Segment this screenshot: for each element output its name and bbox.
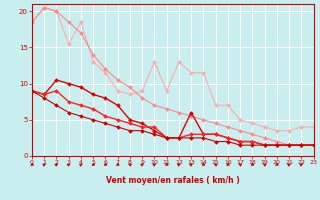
X-axis label: Vent moyen/en rafales ( km/h ): Vent moyen/en rafales ( km/h ) (106, 176, 240, 185)
